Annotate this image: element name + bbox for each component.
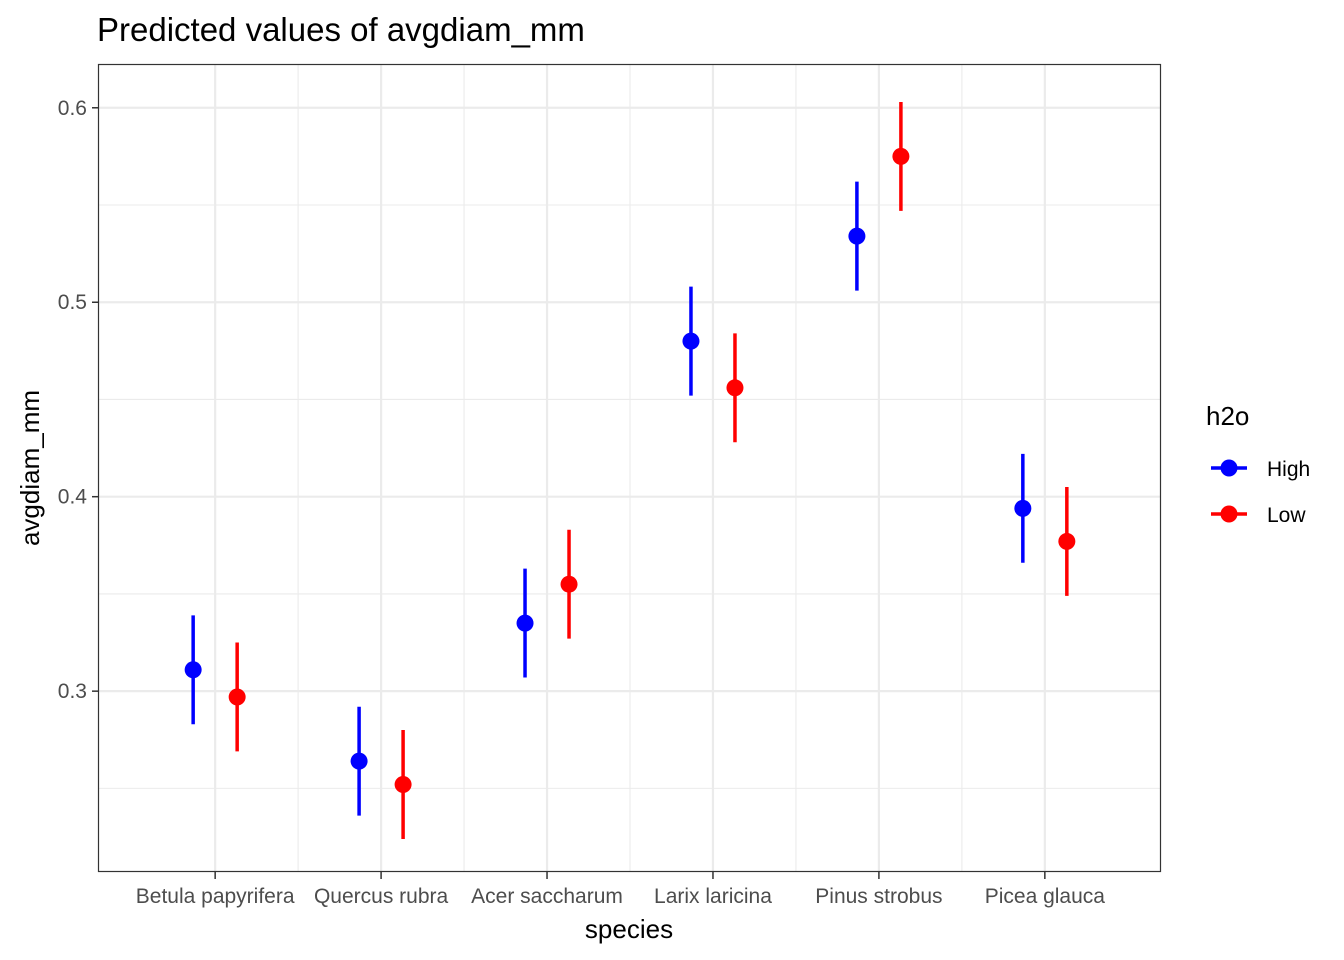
major-gridlines	[99, 65, 1161, 872]
legend-label: Low	[1267, 504, 1306, 527]
data-point	[228, 688, 246, 706]
data-point	[892, 147, 910, 165]
minor-gridlines	[99, 65, 1161, 872]
data-point	[516, 614, 534, 632]
x-tick-label: Acer saccharum	[471, 885, 623, 908]
panel-border	[97, 63, 1162, 873]
y-tick-label: 0.6	[58, 97, 87, 120]
data-point	[350, 752, 368, 770]
y-tick-label: 0.4	[58, 486, 88, 509]
data-marks	[184, 101, 1076, 839]
data-point	[726, 379, 744, 397]
x-tick-label: Quercus rubra	[314, 885, 449, 908]
plot-panel	[97, 63, 1162, 873]
legend-title: h2o	[1206, 401, 1249, 431]
x-tick-label: Picea glauca	[985, 885, 1106, 908]
data-point	[560, 575, 578, 593]
y-axis-title: avgdiam_mm	[15, 390, 45, 546]
data-point	[848, 227, 866, 245]
legend-items: High Low	[1211, 458, 1310, 527]
x-tick-label: Larix laricina	[654, 885, 772, 908]
y-tick-label: 0.5	[58, 291, 87, 314]
data-point	[394, 775, 412, 793]
y-axis: 0.3 0.4 0.5 0.6	[58, 97, 99, 703]
data-point	[1014, 499, 1032, 517]
legend-key-point	[1220, 505, 1238, 523]
data-point	[184, 661, 202, 679]
x-tick-label: Betula papyrifera	[136, 885, 295, 908]
legend: h2o High Low	[1206, 401, 1310, 527]
chart-title: Predicted values of avgdiam_mm	[97, 11, 585, 48]
x-axis: Betula papyrifera Quercus rubra Acer sacch…	[136, 872, 1106, 908]
legend-key-point	[1220, 459, 1238, 477]
legend-label: High	[1267, 458, 1310, 481]
x-axis-title: species	[585, 914, 673, 944]
data-point	[1058, 532, 1076, 550]
y-tick-label: 0.3	[58, 680, 87, 703]
data-point	[682, 332, 700, 350]
x-tick-label: Pinus strobus	[815, 885, 942, 908]
